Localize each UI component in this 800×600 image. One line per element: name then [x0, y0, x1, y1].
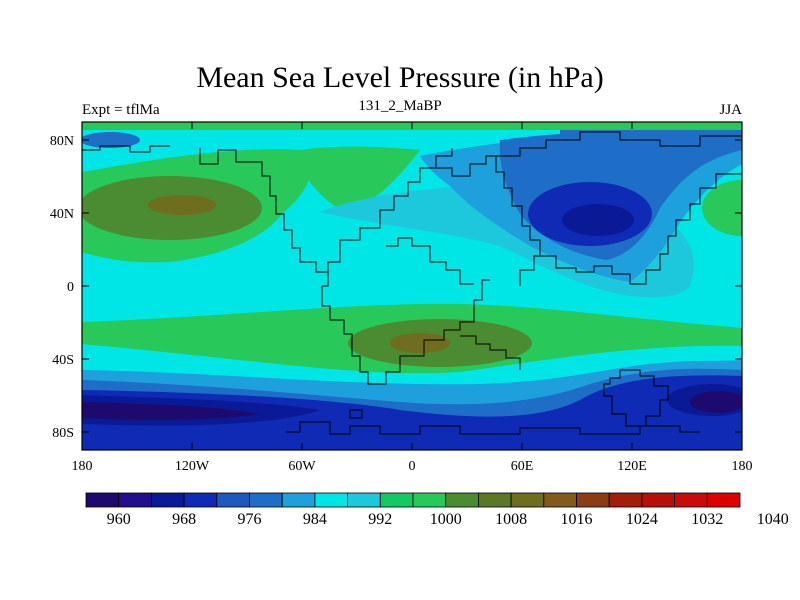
colorbar-swatch	[510, 492, 545, 508]
colorbar-swatch	[85, 492, 120, 508]
colorbar-swatch	[412, 492, 447, 508]
coast-australia	[603, 369, 669, 427]
colorbar-label: 1032	[691, 511, 723, 528]
colorbar-label: 1008	[495, 511, 527, 528]
field-southern-low-3	[82, 375, 742, 450]
colorbar-label: 976	[238, 511, 262, 528]
field-south-pacific-core	[690, 391, 742, 413]
colorbar	[85, 492, 741, 508]
season-label: JJA	[719, 102, 742, 118]
colorbar-label: 1040	[757, 511, 789, 528]
y-tick-40n: 40N	[50, 207, 74, 222]
coast-north-america	[199, 148, 453, 273]
colorbar-label: 992	[368, 511, 392, 528]
colorbar-swatch	[314, 492, 348, 508]
coast-south-america	[321, 272, 490, 385]
colorbar-swatch	[379, 492, 414, 508]
time-label: 131_2_MaBP	[358, 98, 442, 114]
colorbar-swatch	[150, 492, 185, 508]
colorbar-swatch	[477, 492, 512, 508]
colorbar-swatch	[576, 492, 610, 508]
field-arctic-low	[560, 130, 742, 140]
field-arctic-low-west	[82, 132, 140, 148]
tick-marks	[81, 122, 743, 450]
colorbar-label: 1016	[561, 511, 593, 528]
colorbar-swatch	[183, 492, 218, 508]
x-tick-120e: 120E	[617, 459, 647, 474]
coast-eurasia-north	[496, 131, 742, 157]
field-southern-low-5	[82, 402, 260, 421]
x-tick-0: 0	[409, 459, 416, 474]
field-southern-high-core	[390, 333, 450, 353]
coastlines	[82, 131, 742, 435]
colorbar-swatch	[216, 492, 250, 508]
x-tick-60w: 60W	[288, 459, 316, 474]
colorbar-swatch	[281, 492, 316, 508]
colorbar-swatch	[706, 492, 741, 508]
colorbar-label: 984	[303, 511, 327, 528]
coast-africa-west	[386, 237, 474, 285]
x-tick-180w: 180	[72, 459, 93, 474]
coast-antarctica	[286, 421, 700, 435]
colorbar-label: 1000	[430, 511, 462, 528]
y-tick-80s: 80S	[52, 426, 74, 441]
y-tick-40s: 40S	[52, 353, 74, 368]
field-pacific-high-core	[148, 195, 216, 215]
x-tick-180e: 180	[732, 459, 753, 474]
coast-indian-ocean	[519, 255, 540, 286]
map-title: Mean Sea Level Pressure (in hPa)	[196, 61, 604, 94]
x-tick-60e: 60E	[511, 459, 534, 474]
colorbar-swatch	[674, 492, 708, 508]
colorbar-swatch	[543, 492, 577, 508]
y-tick-0: 0	[67, 280, 74, 295]
y-tick-80n: 80N	[50, 134, 74, 149]
field-southern-edge	[82, 432, 742, 450]
colorbar-swatch	[118, 492, 152, 508]
colorbar-swatch	[445, 492, 479, 508]
coast-arctic-west	[82, 145, 170, 153]
coast-africa-south	[460, 335, 521, 370]
colorbar-labels: 960 968 976 984 992 1000 1008 1016 1024 1032 1040	[107, 511, 789, 528]
experiment-label: Expt = tflMa	[82, 102, 160, 118]
colorbar-swatch	[249, 492, 283, 508]
field-atlantic-high	[300, 146, 420, 212]
colorbar-label: 968	[172, 511, 196, 528]
colorbar-swatch	[641, 492, 676, 508]
colorbar-swatch	[608, 492, 643, 508]
colorbar-label: 1024	[626, 511, 658, 528]
field-east-pacific-high	[702, 180, 742, 236]
colorbar-swatch	[347, 492, 381, 508]
contour-field	[82, 122, 742, 450]
field-asian-low-core	[562, 204, 634, 236]
coast-eurasia	[430, 155, 742, 285]
coast-island	[349, 409, 363, 419]
x-tick-120w: 120W	[175, 459, 210, 474]
colorbar-label: 960	[107, 511, 131, 528]
